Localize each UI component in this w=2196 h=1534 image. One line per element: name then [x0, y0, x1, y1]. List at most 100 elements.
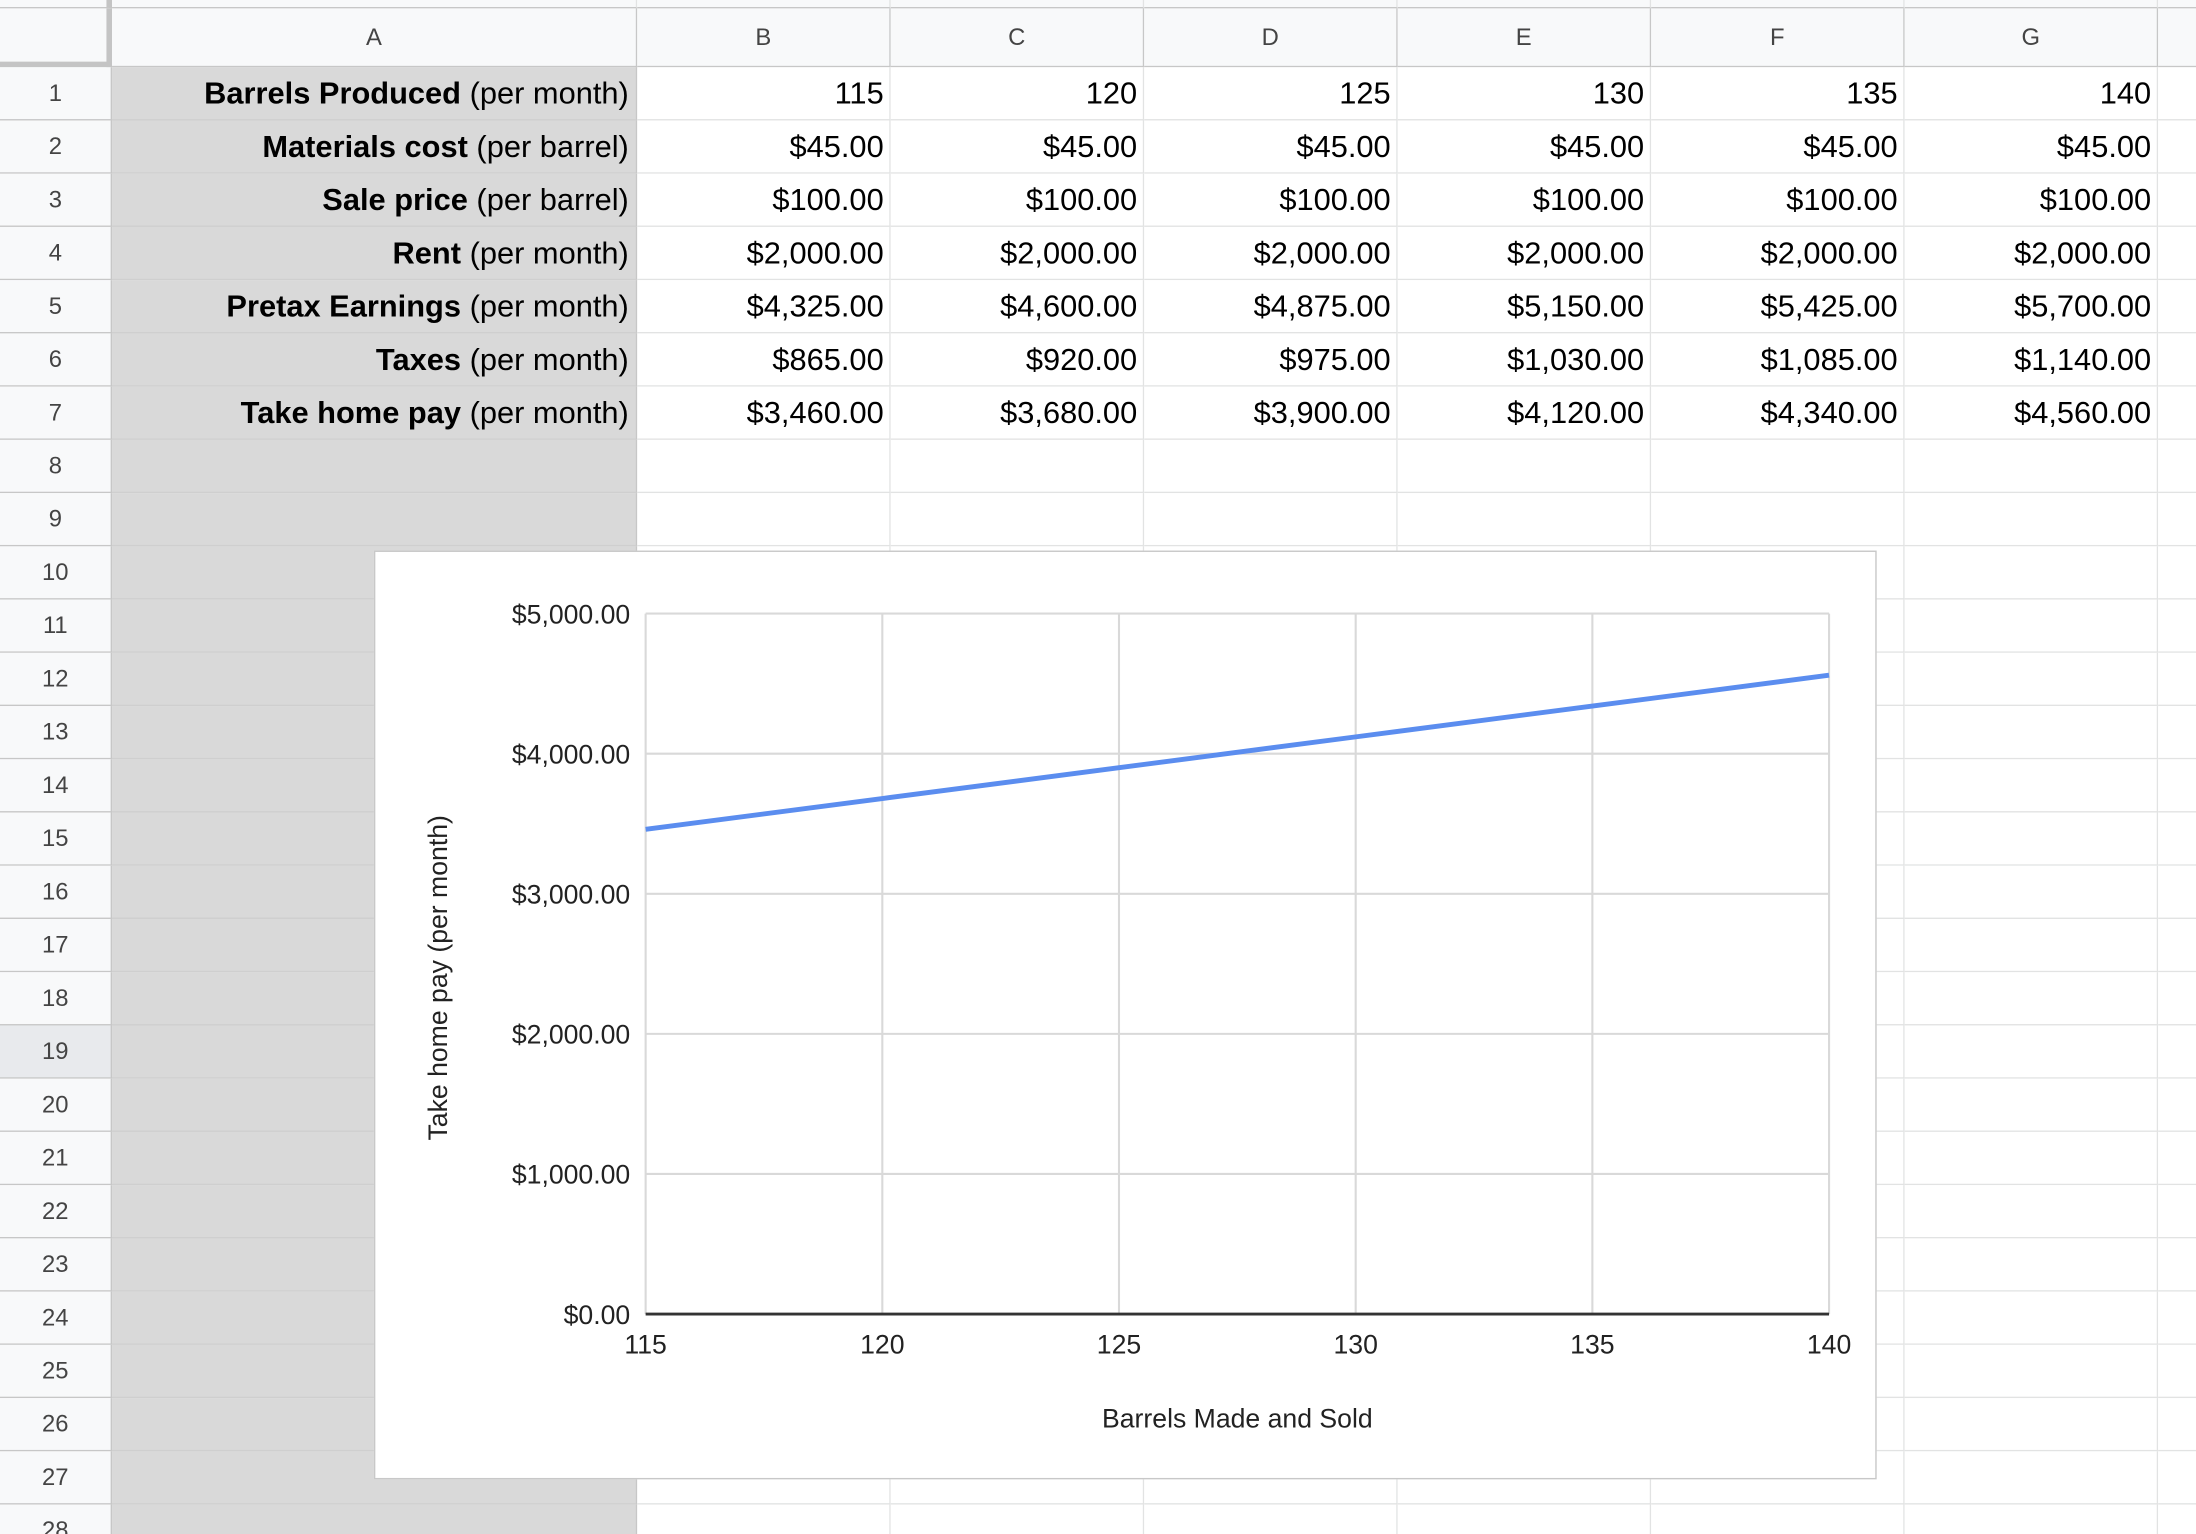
cell-h7[interactable]	[2158, 386, 2196, 440]
row-header-20[interactable]: 20	[0, 1078, 113, 1132]
cell-h21[interactable]	[2158, 1131, 2196, 1186]
cell-h19[interactable]	[2158, 1025, 2196, 1079]
cell-h6[interactable]	[2158, 333, 2196, 387]
cell-b2[interactable]: $45.00	[637, 120, 891, 174]
cell-c3[interactable]: $100.00	[890, 173, 1145, 227]
row-header-17[interactable]: 17	[0, 918, 113, 973]
cell-e2[interactable]: $45.00	[1397, 120, 1652, 174]
cell-h20[interactable]	[2158, 1078, 2196, 1132]
cell-g1[interactable]: 140	[1904, 67, 2159, 121]
row-header-14[interactable]: 14	[0, 759, 113, 813]
cell-b5[interactable]: $4,325.00	[637, 280, 891, 334]
cell-e4[interactable]: $2,000.00	[1397, 226, 1652, 281]
cell-f2[interactable]: $45.00	[1651, 120, 1905, 174]
cell-d28[interactable]	[1144, 1504, 1398, 1534]
cell-b7[interactable]: $3,460.00	[637, 386, 891, 440]
line-chart[interactable]: $0.00 $1,000.00 $2,000.00 $3,000.00 $4,000.0…	[373, 550, 1877, 1480]
cell-g10[interactable]	[1904, 546, 2159, 600]
row-header-9[interactable]: 9	[0, 493, 113, 547]
column-header-c[interactable]: C	[890, 8, 1145, 68]
row-header-10[interactable]: 10	[0, 546, 113, 600]
cell-h1[interactable]	[2158, 67, 2196, 121]
cell-h5[interactable]	[2158, 280, 2196, 334]
cell-f3[interactable]: $100.00	[1651, 173, 1905, 227]
cell-g19[interactable]	[1904, 1025, 2159, 1079]
cell-b1[interactable]: 115	[637, 67, 891, 121]
cell-g3[interactable]: $100.00	[1904, 173, 2159, 227]
cell-a6[interactable]: Taxes (per month)	[112, 333, 638, 387]
cell-b8[interactable]	[637, 439, 891, 494]
row-header-25[interactable]: 25	[0, 1344, 113, 1399]
row-header-22[interactable]: 22	[0, 1185, 113, 1239]
cell-a7[interactable]: Take home pay (per month)	[112, 386, 638, 440]
cell-h2[interactable]	[2158, 120, 2196, 174]
cell-c2[interactable]: $45.00	[890, 120, 1145, 174]
cell-h3[interactable]	[2158, 173, 2196, 227]
cell-h8[interactable]	[2158, 439, 2196, 494]
cell-g25[interactable]	[1904, 1344, 2159, 1399]
take-home-pay-series-line[interactable]	[645, 672, 1830, 832]
cell-f4[interactable]: $2,000.00	[1651, 226, 1905, 281]
row-header-28[interactable]: 28	[0, 1504, 113, 1534]
row-header-11[interactable]: 11	[0, 599, 113, 653]
row-header-5[interactable]: 5	[0, 280, 113, 334]
cell-c7[interactable]: $3,680.00	[890, 386, 1145, 440]
cell-f7[interactable]: $4,340.00	[1651, 386, 1905, 440]
cell-g16[interactable]	[1904, 865, 2159, 919]
cell-c28[interactable]	[890, 1504, 1145, 1534]
cell-c5[interactable]: $4,600.00	[890, 280, 1145, 334]
cell-d2[interactable]: $45.00	[1144, 120, 1398, 174]
cell-d9[interactable]	[1144, 493, 1398, 547]
cell-g26[interactable]	[1904, 1398, 2159, 1452]
cell-b9[interactable]	[637, 493, 891, 547]
cell-e3[interactable]: $100.00	[1397, 173, 1652, 227]
cell-b4[interactable]: $2,000.00	[637, 226, 891, 281]
cell-g13[interactable]	[1904, 706, 2159, 760]
cell-h27[interactable]	[2158, 1451, 2196, 1505]
cell-g8[interactable]	[1904, 439, 2159, 494]
row-header-7[interactable]: 7	[0, 386, 113, 440]
cell-d4[interactable]: $2,000.00	[1144, 226, 1398, 281]
cell-g12[interactable]	[1904, 652, 2159, 707]
cell-a28[interactable]	[112, 1504, 638, 1534]
cell-g2[interactable]: $45.00	[1904, 120, 2159, 174]
cell-g27[interactable]	[1904, 1451, 2159, 1505]
cell-f9[interactable]	[1651, 493, 1905, 547]
cell-e28[interactable]	[1397, 1504, 1652, 1534]
cell-f5[interactable]: $5,425.00	[1651, 280, 1905, 334]
cell-a3[interactable]: Sale price (per barrel)	[112, 173, 638, 227]
cell-c1[interactable]: 120	[890, 67, 1145, 121]
cell-d6[interactable]: $975.00	[1144, 333, 1398, 387]
row-header-2[interactable]: 2	[0, 120, 113, 174]
cell-h10[interactable]	[2158, 546, 2196, 600]
cell-h26[interactable]	[2158, 1398, 2196, 1452]
cell-c6[interactable]: $920.00	[890, 333, 1145, 387]
cell-b3[interactable]: $100.00	[637, 173, 891, 227]
select-all-corner[interactable]	[0, 8, 113, 68]
cell-e6[interactable]: $1,030.00	[1397, 333, 1652, 387]
cell-b28[interactable]	[637, 1504, 891, 1534]
cell-g11[interactable]	[1904, 599, 2159, 653]
cell-e1[interactable]: 130	[1397, 67, 1652, 121]
cell-a8[interactable]	[112, 439, 638, 494]
column-header-a[interactable]: A	[112, 8, 638, 68]
cell-h13[interactable]	[2158, 706, 2196, 760]
row-header-21[interactable]: 21	[0, 1131, 113, 1186]
cell-h17[interactable]	[2158, 918, 2196, 973]
row-header-18[interactable]: 18	[0, 972, 113, 1026]
row-header-24[interactable]: 24	[0, 1291, 113, 1345]
cell-g20[interactable]	[1904, 1078, 2159, 1132]
cell-h11[interactable]	[2158, 599, 2196, 653]
row-header-3[interactable]: 3	[0, 173, 113, 227]
cell-h12[interactable]	[2158, 652, 2196, 707]
cell-f8[interactable]	[1651, 439, 1905, 494]
row-header-19[interactable]: 19	[0, 1025, 113, 1079]
row-header-4[interactable]: 4	[0, 226, 113, 281]
cell-h22[interactable]	[2158, 1185, 2196, 1239]
cell-f1[interactable]: 135	[1651, 67, 1905, 121]
cell-h18[interactable]	[2158, 972, 2196, 1026]
cell-g9[interactable]	[1904, 493, 2159, 547]
cell-g15[interactable]	[1904, 812, 2159, 866]
row-header-26[interactable]: 26	[0, 1398, 113, 1452]
cell-h16[interactable]	[2158, 865, 2196, 919]
